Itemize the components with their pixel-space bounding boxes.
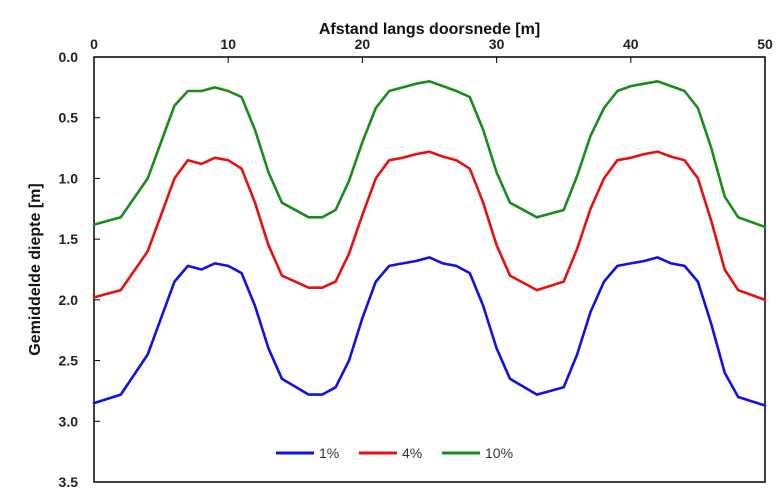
x-tick-label: 40 [623,36,639,52]
y-tick-label: 0.5 [59,110,79,126]
legend-label-3: 10% [485,445,513,461]
x-tick-label: 10 [220,36,236,52]
series-line-2 [92,150,767,302]
x-tick-label: 0 [90,36,98,52]
x-tick-label: 50 [757,36,773,52]
plot-frame [93,56,766,483]
x-axis: 0 10 20 30 40 50 [90,36,773,63]
series-layer [92,80,767,407]
y-axis: 0.0 0.5 1.0 1.5 2.0 2.5 3.0 3.5 [59,49,100,490]
y-tick-label: 1.5 [59,231,79,247]
x-axis-title: Afstand langs doorsnede [m] [319,21,540,38]
y-tick-label: 3.0 [59,413,79,429]
y-tick-label: 2.5 [59,353,79,369]
y-tick-label: 1.0 [59,170,79,186]
series-line-3 [92,80,767,229]
series-line-1 [92,256,767,407]
legend-label-1: 1% [319,445,339,461]
y-tick-label: 3.5 [59,474,79,490]
plot-area [93,56,766,483]
y-axis-title: Gemiddelde diepte [m] [27,183,44,355]
legend-label-2: 4% [402,445,422,461]
y-tick-label: 2.0 [59,292,79,308]
x-tick-label: 30 [489,36,505,52]
x-tick-label: 20 [355,36,371,52]
y-tick-label: 0.0 [59,49,79,65]
legend: 1% 4% 10% [276,445,513,461]
